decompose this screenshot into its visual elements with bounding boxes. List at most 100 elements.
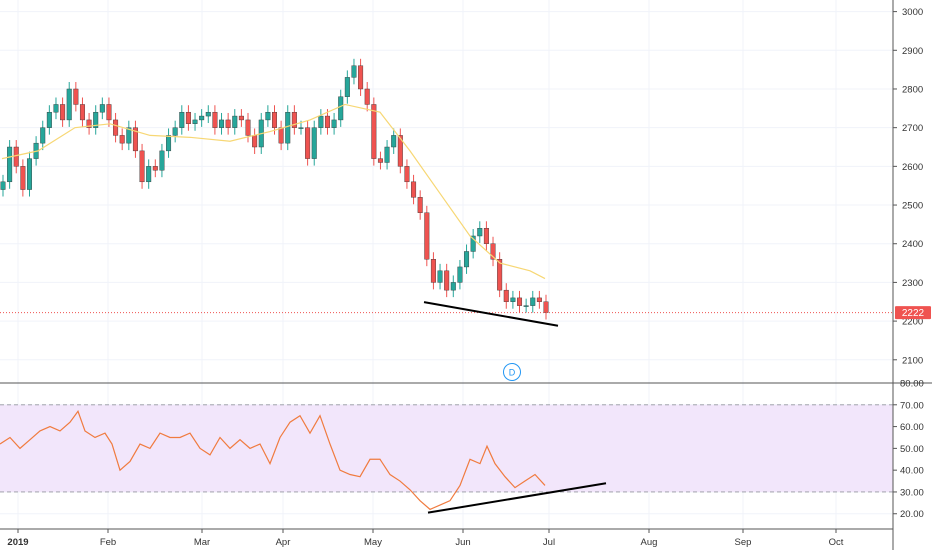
candle-body [324,115,330,128]
candle-body [159,150,165,171]
timeframe-label[interactable]: D [509,368,516,378]
rsi-band [0,404,893,492]
candle-body [278,127,284,144]
price-trendline [423,301,559,327]
time-tick-label: 2019 [7,537,28,548]
candle-body [377,158,383,163]
rsi-tick-label: 20.00 [900,509,924,520]
candle-body [66,88,72,121]
candle-body [298,127,304,129]
price-axis-ticks: 2100 2200 2300 2400 2500 2600 2700 2800 2900 3000 [893,7,923,366]
price-tick-label: 2700 [902,123,923,134]
candle-body [139,150,145,183]
rsi-tick-label: 80.00 [900,379,924,390]
candle-body [391,135,397,148]
rsi-tick-label: 40.00 [900,466,924,477]
candle-body [0,181,6,190]
candle-body [497,259,503,291]
candle-body [146,166,152,183]
price-tick-label: 2400 [902,239,923,250]
candle-body [119,135,125,144]
rsi-tick-label: 50.00 [900,444,924,455]
candle-body [338,96,344,121]
moving-average-line [1,103,546,280]
candle-body [20,166,26,190]
price-tick-label: 2200 [902,317,923,328]
candle-body [205,111,211,117]
candle-body [46,111,52,128]
candle-body [53,104,59,113]
candle-body [185,111,191,124]
time-tick-label: Oct [829,537,844,548]
rsi-band-bounds [0,404,893,493]
candle-body [73,88,79,105]
candle-body [132,127,138,152]
rsi-line [0,410,546,511]
last-price-badge-label: 2222 [902,308,925,319]
time-tick-label: May [364,537,382,548]
rsi-trendline [427,482,607,514]
candle-body [404,166,410,183]
candle-body [245,119,251,136]
candle-body [291,111,297,128]
candle-body [7,146,13,183]
candle-body [238,115,244,121]
candle-body [199,115,205,121]
rsi-axis-ticks: 20.00 30.00 40.00 50.00 60.00 70.00 80.00 [893,379,924,520]
price-tick-label: 2300 [902,278,923,289]
price-tick-label: 2500 [902,201,923,212]
candle-body [86,119,92,128]
price-tick-label: 2900 [902,46,923,57]
candle-body [457,266,463,283]
candle-body [26,158,32,190]
candle-body [60,104,66,121]
time-tick-label: Sep [735,537,752,548]
time-tick-label: Jun [455,537,470,548]
candle-body [219,119,225,128]
candle-body [351,65,357,78]
timeframe-marker[interactable]: D [503,363,521,381]
timeframe-marker-circle[interactable] [503,363,521,381]
candle-body [523,305,529,307]
last-price-badge: 2222 [895,306,931,320]
candle-body [384,146,390,163]
candle-body [477,228,483,237]
candle-body [13,146,19,167]
candle-body [305,127,311,159]
candle-body [179,111,185,128]
candle-body [79,104,85,121]
time-tick-label: Jul [543,537,555,548]
candle-body [265,111,271,121]
candle-body [152,166,158,171]
candle-body [99,104,105,113]
candle-body [530,297,536,306]
candle-body [311,127,317,159]
candle-body [344,77,350,97]
rsi-tick-label: 60.00 [900,422,924,433]
candle-body [212,111,218,128]
candle-body [192,119,198,124]
rsi-tick-label: 70.00 [900,400,924,411]
candle-body [517,297,523,306]
time-tick-label: Aug [641,537,658,548]
candle-body [172,127,178,136]
candle-body [364,88,370,105]
candle-body [437,270,443,283]
candle-body [430,259,436,283]
candle-body [424,212,430,260]
candle-body [272,111,278,128]
time-tick-label: Feb [100,537,116,548]
candle-body [371,104,377,159]
candle-body [470,235,476,252]
price-tick-label: 2600 [902,162,923,173]
candle-body [318,115,324,128]
candle-body [232,115,238,128]
candle-body [331,119,337,128]
price-tick-label: 2100 [902,355,923,366]
candle-body [464,251,470,268]
candle-body [503,289,509,302]
time-tick-label: Mar [194,537,210,548]
candle-body [166,135,172,152]
candle-body [106,104,112,121]
